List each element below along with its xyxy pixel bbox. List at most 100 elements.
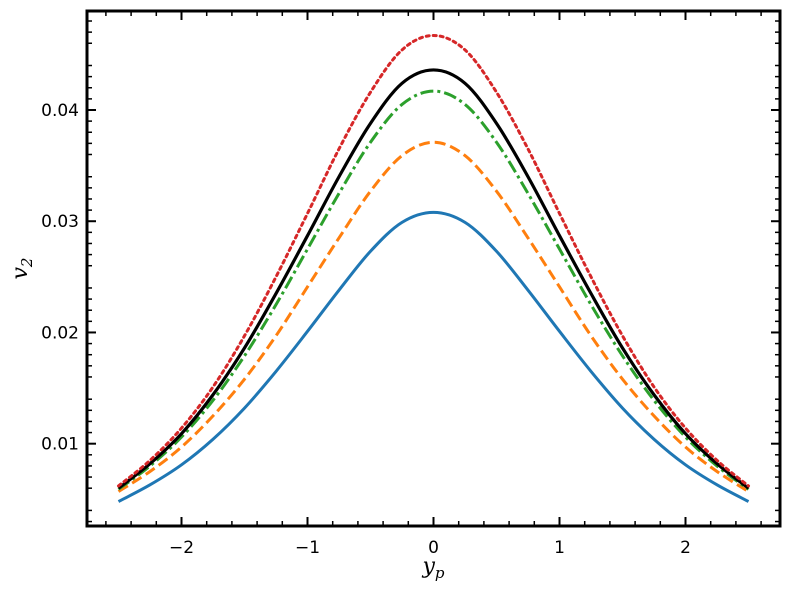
x-tick-label: 0 (428, 538, 439, 558)
series-2-point (339, 237, 340, 238)
series-1-point (402, 222, 403, 223)
x-axis-label-sub: p (435, 564, 445, 582)
series-5-point (370, 92, 371, 93)
series-5-point (717, 460, 718, 461)
series-1-point (496, 251, 497, 252)
series-1-point (213, 439, 214, 440)
series-5-point (622, 335, 623, 336)
x-axis-label-main: y (421, 554, 435, 579)
series-line-3 (117, 89, 750, 491)
series-4-point (591, 293, 592, 294)
series-5-point (150, 460, 151, 461)
series-2-point (118, 491, 119, 492)
series-5-point (748, 485, 749, 486)
series-1-point (654, 439, 655, 440)
series-5-point (276, 276, 277, 277)
series-2-point (244, 379, 245, 380)
series-4-point (654, 394, 655, 395)
series-4-point (559, 235, 560, 236)
series-2-point (528, 237, 529, 238)
series-5-point (402, 49, 403, 50)
series-3-point (244, 355, 245, 356)
series-3-point (748, 489, 749, 490)
series-4-point (118, 488, 119, 489)
series-5-point (433, 35, 434, 36)
series-4-point (244, 348, 245, 349)
series-5-point (465, 49, 466, 50)
series-1-point (118, 501, 119, 502)
series-1-point (307, 331, 308, 332)
y-axis-label-sub: 2 (18, 258, 36, 269)
series-3-point (118, 489, 119, 490)
series-1-point (433, 212, 434, 213)
series-2-point (402, 155, 403, 156)
series-3-point (559, 249, 560, 250)
series-4-point (181, 433, 182, 434)
series-line-5 (117, 33, 750, 488)
series-1-point (528, 290, 529, 291)
series-1-point (591, 371, 592, 372)
series-2-point (717, 471, 718, 472)
series-3-point (591, 304, 592, 305)
series-layer (117, 33, 750, 503)
series-4-point (370, 123, 371, 124)
series-3-point (433, 91, 434, 92)
series-4-point (402, 83, 403, 84)
series-1-point (370, 251, 371, 252)
series-4-point (717, 463, 718, 464)
series-4-point (339, 176, 340, 177)
series-1-point (339, 290, 340, 291)
series-3-point (654, 400, 655, 401)
plot-frame (85, 9, 782, 528)
x-axis-ticks: −2 −1 0 1 2 (105, 11, 762, 558)
series-1-point (748, 501, 749, 502)
series-5-point (181, 428, 182, 429)
series-3-point (339, 193, 340, 194)
series-4-point (528, 176, 529, 177)
series-3-point (528, 193, 529, 194)
series-5-point (213, 386, 214, 387)
series-1-point (150, 484, 151, 485)
series-line-1 (117, 210, 750, 503)
y-tick-label: 0.02 (41, 323, 79, 343)
series-3-point (496, 142, 497, 143)
x-axis-label: yp (421, 554, 444, 582)
series-2-point (591, 335, 592, 336)
series-3-point (622, 355, 623, 356)
series-5-point (118, 485, 119, 486)
series-5-point (591, 276, 592, 277)
series-2-point (276, 335, 277, 336)
series-1-point (685, 464, 686, 465)
series-5-point (559, 213, 560, 214)
series-4-point (748, 488, 749, 489)
series-4-point (150, 463, 151, 464)
series-2-point (433, 142, 434, 143)
series-4-point (433, 69, 434, 70)
series-2-point (150, 471, 151, 472)
series-2-point (748, 491, 749, 492)
series-5-point (685, 428, 686, 429)
series-2-point (496, 191, 497, 192)
series-1-point (717, 484, 718, 485)
series-2-point (213, 415, 214, 416)
series-5-point (307, 213, 308, 214)
series-3-point (276, 304, 277, 305)
series-2-point (465, 155, 466, 156)
series-3-point (402, 104, 403, 105)
y-axis-ticks: 0.01 0.02 0.03 0.04 (41, 20, 780, 523)
series-5-point (339, 148, 340, 149)
series-1-point (181, 464, 182, 465)
y-tick-label: 0.03 (41, 212, 79, 232)
series-3-point (370, 142, 371, 143)
series-2-point (654, 415, 655, 416)
series-4-point (685, 433, 686, 434)
series-2-point (370, 191, 371, 192)
series-2-point (622, 379, 623, 380)
series-5-point (654, 386, 655, 387)
series-2-point (181, 447, 182, 448)
y-tick-label: 0.04 (41, 101, 79, 121)
series-4-point (276, 293, 277, 294)
series-4-point (622, 348, 623, 349)
series-4-point (465, 83, 466, 84)
y-axis-label-main: v (8, 266, 33, 279)
